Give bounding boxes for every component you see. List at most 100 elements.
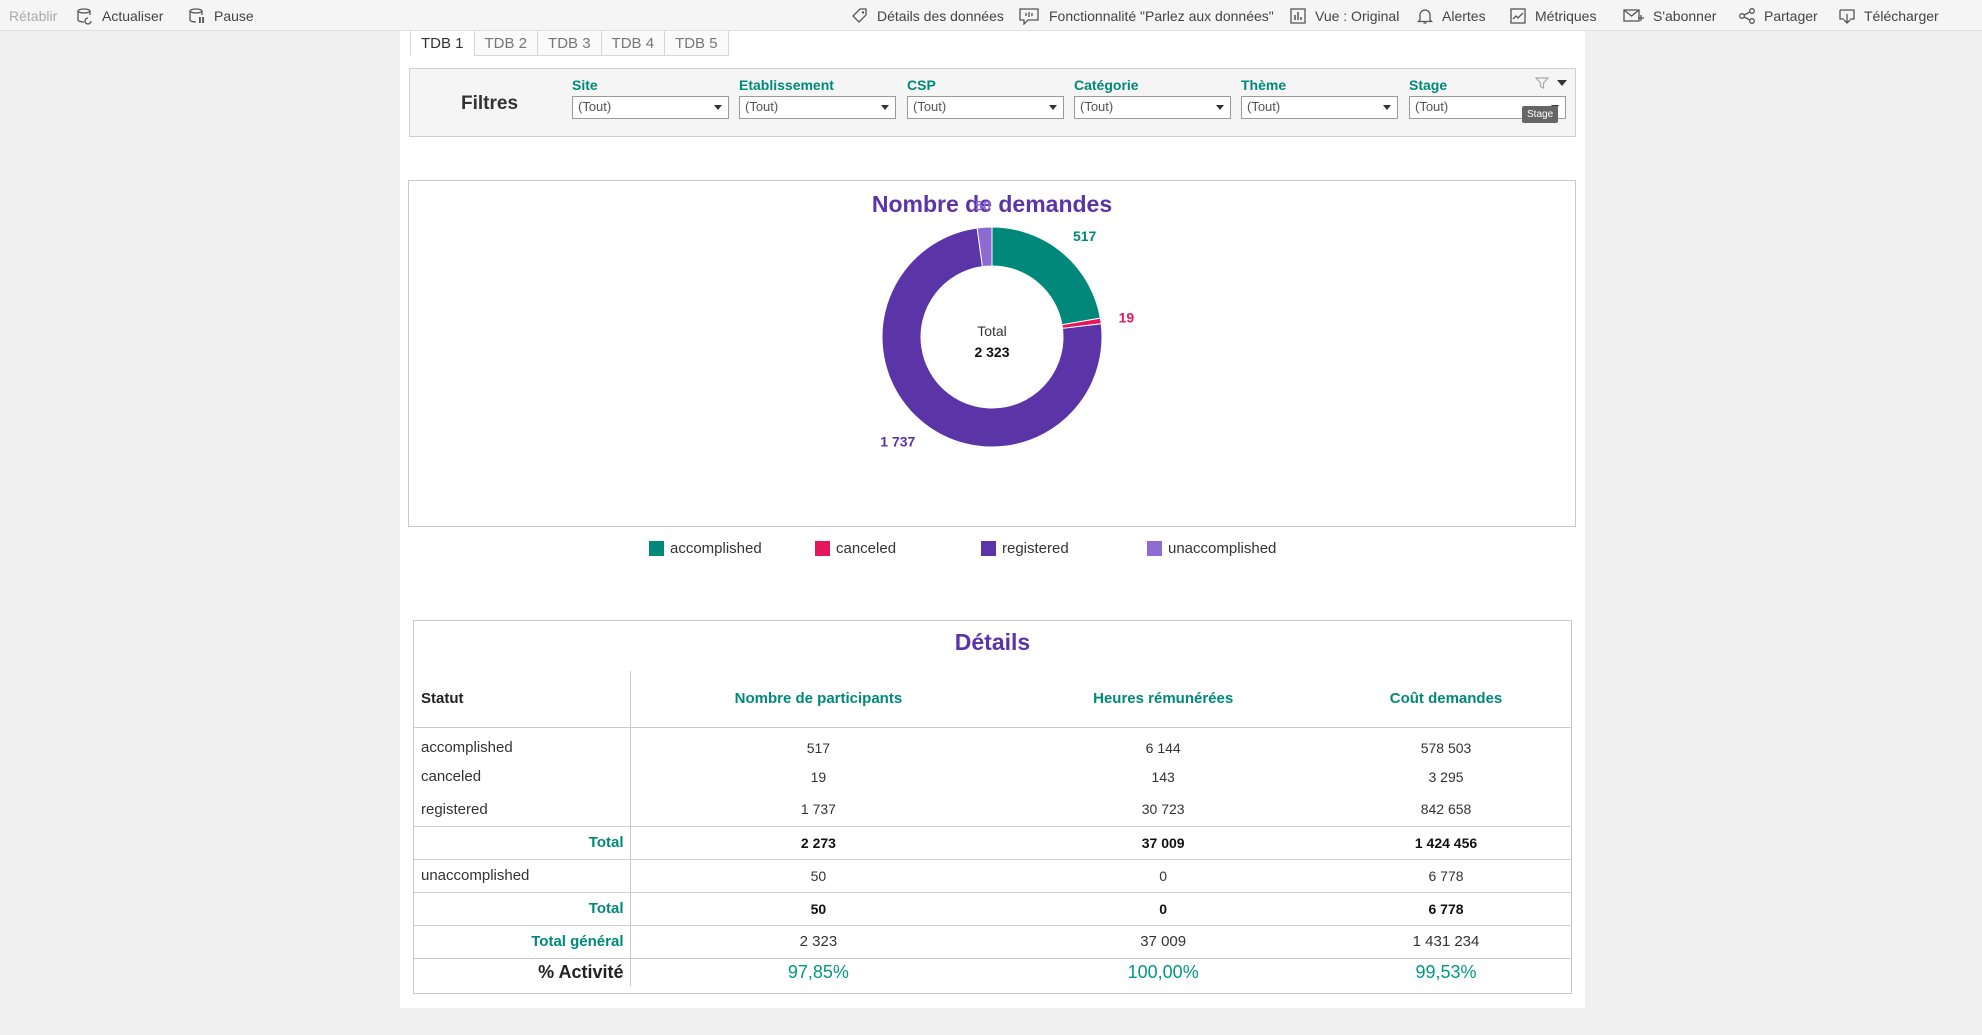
table-cell: 37 009 bbox=[1006, 925, 1321, 959]
legend-item-registered[interactable]: registered bbox=[981, 540, 1069, 557]
tab-tdb1[interactable]: TDB 1 bbox=[410, 31, 475, 56]
data-details-button[interactable]: Détails des données bbox=[851, 0, 1004, 31]
site-select[interactable]: (Tout) bbox=[572, 96, 729, 119]
row-label: canceled bbox=[414, 760, 631, 793]
legend-swatch bbox=[1147, 541, 1162, 556]
more-options-icon[interactable] bbox=[1557, 80, 1567, 86]
subscribe-icon bbox=[1623, 7, 1645, 25]
tab-tdb2[interactable]: TDB 2 bbox=[474, 31, 539, 56]
donut-slice-unaccomplished[interactable] bbox=[976, 226, 993, 268]
table-cell: 19 bbox=[810, 768, 827, 785]
pause-button[interactable]: Pause bbox=[188, 0, 254, 31]
stage-tooltip: Stage bbox=[1522, 106, 1559, 123]
bell-icon bbox=[1416, 7, 1434, 25]
csp-select[interactable]: (Tout) bbox=[907, 96, 1064, 119]
column-header-participants: Nombre de participants bbox=[630, 671, 1007, 728]
center-total-value: 2 323 bbox=[974, 344, 1009, 360]
talk-to-data-button[interactable]: Fonctionnalité "Parlez aux données" bbox=[1017, 0, 1274, 31]
metrics-button[interactable]: Métriques bbox=[1509, 0, 1596, 31]
funnel-icon[interactable] bbox=[1535, 77, 1549, 89]
grand-total-row: Total général 2 323 37 009 1 431 234 bbox=[414, 925, 1572, 959]
filter-card-controls bbox=[1535, 77, 1567, 89]
dropdown-caret-icon bbox=[714, 105, 722, 110]
dropdown-caret-icon bbox=[881, 105, 889, 110]
legend-swatch bbox=[815, 541, 830, 556]
dashboard-tabs: TDB 1 TDB 2 TDB 3 TDB 4 TDB 5 bbox=[410, 31, 729, 56]
table-cell: 517 bbox=[806, 739, 831, 756]
filter-label: Stage bbox=[1409, 77, 1448, 93]
dropdown-caret-icon bbox=[1383, 105, 1391, 110]
table-cell: 0 bbox=[1159, 867, 1168, 884]
share-button[interactable]: Partager bbox=[1738, 0, 1818, 31]
pause-icon bbox=[188, 7, 206, 25]
table-row: unaccomplished 50 0 6 778 bbox=[414, 859, 1572, 892]
table-cell: 3 295 bbox=[1428, 768, 1464, 785]
column-header-statut: Statut bbox=[414, 671, 631, 728]
table-cell: 97,85% bbox=[787, 961, 849, 982]
table-cell: 30 723 bbox=[1141, 801, 1185, 818]
view-original-button[interactable]: Vue : Original bbox=[1289, 0, 1399, 31]
refresh-icon bbox=[76, 7, 94, 25]
center-label: Total bbox=[977, 323, 1007, 339]
column-header-heures: Heures rémunérées bbox=[1006, 671, 1321, 728]
legend-item-accomplished[interactable]: accomplished bbox=[649, 540, 762, 557]
data-label-registered: 1 737 bbox=[880, 434, 915, 450]
table-right-border bbox=[1571, 671, 1572, 994]
table-cell: 6 144 bbox=[1145, 739, 1181, 756]
filter-csp: CSP (Tout) bbox=[907, 77, 1064, 119]
table-row: canceled 19 143 3 295 bbox=[414, 760, 1572, 793]
row-label: registered bbox=[414, 793, 631, 826]
categorie-select[interactable]: (Tout) bbox=[1074, 96, 1231, 119]
row-label: % Activité bbox=[414, 958, 631, 986]
legend-item-canceled[interactable]: canceled bbox=[815, 540, 896, 557]
filter-categorie: Catégorie (Tout) bbox=[1074, 77, 1231, 119]
table-cell: 99,53% bbox=[1415, 961, 1477, 982]
toolbar: Rétablir Actualiser Pause Détails des do… bbox=[0, 0, 1982, 31]
row-label: Total bbox=[414, 825, 631, 860]
details-title: Détails bbox=[954, 629, 1031, 655]
details-panel: Détails Statut Nombre de participants He… bbox=[413, 620, 1572, 994]
row-label: accomplished bbox=[414, 727, 631, 760]
theme-select[interactable]: (Tout) bbox=[1241, 96, 1398, 119]
alerts-button[interactable]: Alertes bbox=[1416, 0, 1486, 31]
subtotal-row: Total 50 0 6 778 bbox=[414, 891, 1572, 926]
filter-label: Catégorie bbox=[1074, 77, 1139, 93]
table-cell: 1 737 bbox=[800, 801, 836, 818]
data-label-unaccomplished: 50 bbox=[975, 197, 991, 213]
legend-item-unaccomplished[interactable]: unaccomplished bbox=[1147, 540, 1276, 557]
table-cell: 1 431 234 bbox=[1320, 925, 1572, 959]
download-icon bbox=[1838, 7, 1856, 25]
download-button[interactable]: Télécharger bbox=[1838, 0, 1939, 31]
tag-icon bbox=[851, 7, 869, 25]
table-cell: 50 bbox=[630, 891, 1007, 926]
tab-tdb4[interactable]: TDB 4 bbox=[601, 31, 666, 56]
metrics-icon bbox=[1509, 7, 1527, 25]
legend-swatch bbox=[649, 541, 664, 556]
filter-label: Site bbox=[572, 77, 598, 93]
table-cell: 2 323 bbox=[630, 925, 1007, 959]
table-cell: 6 778 bbox=[1428, 867, 1464, 884]
donut-slice-registered[interactable] bbox=[881, 227, 1103, 448]
table-cell: 100,00% bbox=[1127, 961, 1199, 982]
column-header-cout: Coût demandes bbox=[1320, 671, 1572, 728]
filter-label: Thème bbox=[1241, 77, 1287, 93]
tab-tdb3[interactable]: TDB 3 bbox=[538, 31, 602, 56]
filters-panel: Filtres Site (Tout) Etablissement (Tout)… bbox=[409, 68, 1576, 137]
tab-tdb5[interactable]: TDB 5 bbox=[665, 31, 729, 56]
filter-theme: Thème (Tout) bbox=[1241, 77, 1398, 119]
row-label: unaccomplished bbox=[414, 859, 631, 892]
share-icon bbox=[1738, 7, 1756, 25]
table-cell: 50 bbox=[810, 867, 827, 884]
etablissement-select[interactable]: (Tout) bbox=[739, 96, 896, 119]
data-label-canceled: 19 bbox=[1119, 310, 1135, 326]
undo-button[interactable]: Rétablir bbox=[9, 7, 58, 24]
refresh-button[interactable]: Actualiser bbox=[76, 0, 163, 31]
dashboard: TDB 1 TDB 2 TDB 3 TDB 4 TDB 5 Filtres Si… bbox=[400, 31, 1585, 1008]
table-cell: 578 503 bbox=[1420, 739, 1472, 756]
donut-chart-panel: Nombre de demandes 517 19 1 737 50 Total 2 … bbox=[408, 180, 1576, 527]
dropdown-caret-icon bbox=[1049, 105, 1057, 110]
legend-swatch bbox=[981, 541, 996, 556]
details-table: Statut Nombre de participants Heures rém… bbox=[414, 671, 1572, 986]
subscribe-button[interactable]: S'abonner bbox=[1623, 0, 1716, 31]
subtotal-row: Total 2 273 37 009 1 424 456 bbox=[414, 825, 1572, 860]
